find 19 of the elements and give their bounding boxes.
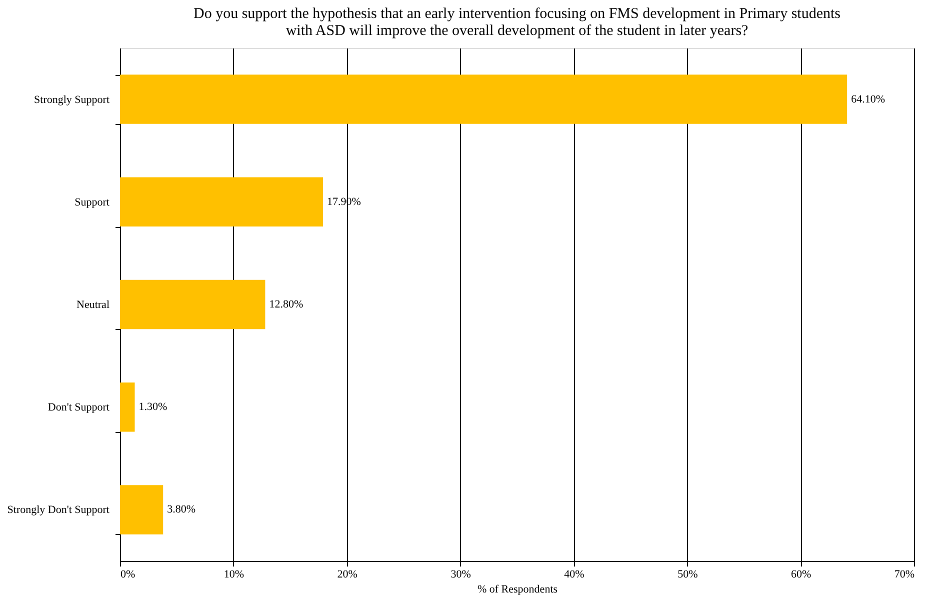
y-tick-label: Neutral bbox=[76, 299, 110, 311]
y-tick-label: Support bbox=[74, 196, 110, 208]
x-tick-label: 70% bbox=[894, 568, 914, 580]
y-tick-label: Strongly Don't Support bbox=[7, 504, 110, 516]
x-tick-label: 40% bbox=[564, 568, 584, 580]
y-tick-label: Don't Support bbox=[48, 402, 110, 414]
x-tick-label: 10% bbox=[224, 568, 244, 580]
data-label: 64.10% bbox=[851, 93, 885, 106]
y-tick-label: Strongly Support bbox=[34, 94, 110, 106]
chart-title: Do you support the hypothesis that an early intervention focusing on FMS development in Primary students with ASD will improve the overall development of the student in later years? bbox=[194, 6, 841, 39]
data-label: 12.80% bbox=[269, 298, 304, 310]
x-tick-label: 30% bbox=[450, 568, 471, 580]
x-tick-label: 60% bbox=[790, 568, 812, 580]
x-tick-label: 20% bbox=[337, 568, 358, 580]
x-axis-title: % of Respondents bbox=[477, 584, 558, 596]
x-tick-label: 0% bbox=[120, 568, 136, 580]
x-tick-label: 50% bbox=[678, 568, 698, 580]
data-label: 1.30% bbox=[138, 401, 168, 414]
data-label: 3.80% bbox=[167, 504, 196, 516]
